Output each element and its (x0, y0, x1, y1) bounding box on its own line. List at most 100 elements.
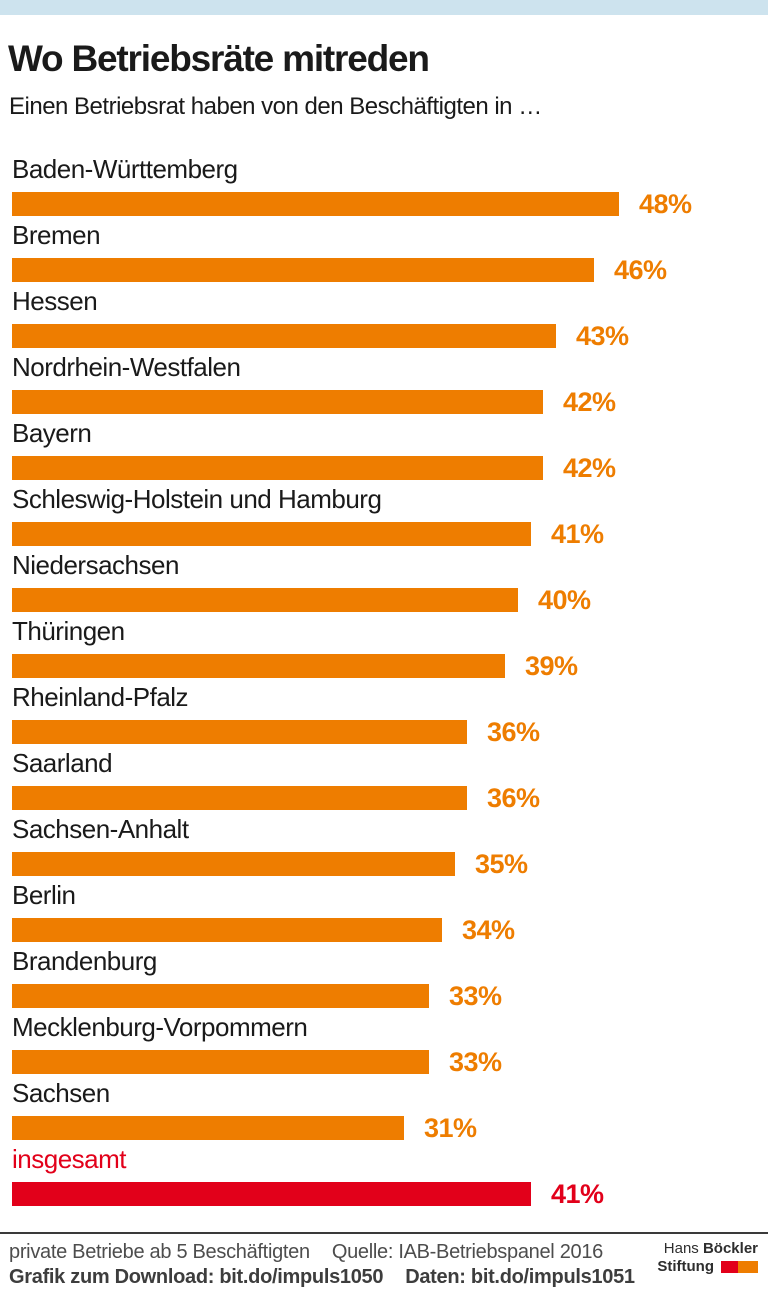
category-label: Sachsen (12, 1078, 110, 1108)
category-label: Niedersachsen (12, 550, 179, 580)
category-label: insgesamt (12, 1144, 127, 1174)
bar (12, 390, 543, 414)
logo-orange-block (738, 1261, 758, 1273)
value-label: 42% (563, 386, 616, 417)
value-label: 40% (538, 584, 591, 615)
bar-line: 41% (12, 1179, 756, 1209)
bar-line: 46% (12, 255, 756, 285)
category-label: Brandenburg (12, 946, 157, 976)
bar-rows: Baden-Württemberg 48% Bremen 46% Hessen 43% No… (12, 154, 756, 1210)
bar (12, 1182, 531, 1206)
bar-line: 31% (12, 1113, 756, 1143)
value-label: 42% (563, 452, 616, 483)
value-label: 36% (487, 782, 540, 813)
category-label: Bayern (12, 418, 92, 448)
value-label: 43% (576, 320, 629, 351)
category-label: Mecklenburg-Vorpommern (12, 1012, 308, 1042)
footer-note-line: private Betriebe ab 5 Beschäftigten Quell… (9, 1241, 603, 1264)
category-label: Saarland (12, 748, 113, 778)
category-label: Berlin (12, 880, 76, 910)
bar-line: 33% (12, 1047, 756, 1077)
bar (12, 588, 518, 612)
bar-line: 33% (12, 981, 756, 1011)
bar-line: 41% (12, 519, 756, 549)
value-label: 33% (449, 980, 502, 1011)
bar (12, 1116, 404, 1140)
bar (12, 258, 594, 282)
hans-boeckler-stiftung-logo: Hans Böckler Stiftung (657, 1240, 758, 1276)
category-label: Thüringen (12, 616, 125, 646)
category-label: Nordrhein-Westfalen (12, 352, 241, 382)
category-label: Hessen (12, 286, 98, 316)
logo-name-bold: Böckler (702, 1240, 758, 1257)
bar-line: 43% (12, 321, 756, 351)
logo-stiftung-label: Stiftung (657, 1258, 714, 1275)
bar-line: 36% (12, 783, 756, 813)
bar-row: Bremen 46% (12, 220, 756, 286)
bar-line: 42% (12, 387, 756, 417)
bar (12, 324, 556, 348)
value-label: 41% (551, 518, 604, 549)
footer-note: private Betriebe ab 5 Beschäftigten (9, 1241, 310, 1263)
logo-name-regular: Hans (663, 1240, 699, 1257)
bar-row: Thüringen 39% (12, 616, 756, 682)
value-label: 48% (639, 188, 692, 219)
page-subtitle: Einen Betriebsrat haben von den Beschäft… (9, 93, 542, 120)
bar (12, 720, 467, 744)
logo-line1: Hans Böckler (657, 1240, 758, 1258)
bar-chart: Baden-Württemberg 48% Bremen 46% Hessen 43% No… (12, 154, 756, 1210)
bar-line: 42% (12, 453, 756, 483)
footer-data-link: Daten: bit.do/impuls1051 (405, 1266, 635, 1288)
category-label: Sachsen-Anhalt (12, 814, 189, 844)
footer-download: Grafik zum Download: bit.do/impuls1050 (9, 1266, 384, 1288)
logo-red-block (721, 1261, 738, 1273)
bar (12, 852, 455, 876)
category-label: Baden-Württemberg (12, 154, 238, 184)
category-label: Rheinland-Pfalz (12, 682, 189, 712)
footer-links-line: Grafik zum Download: bit.do/impuls1050 Da… (9, 1266, 635, 1289)
logo-line2: Stiftung (657, 1258, 758, 1276)
bar-line: 39% (12, 651, 756, 681)
bar-row: Brandenburg 33% (12, 946, 756, 1012)
bar (12, 1050, 429, 1074)
bar (12, 522, 531, 546)
bar (12, 654, 505, 678)
bar-line: 40% (12, 585, 756, 615)
bar (12, 786, 467, 810)
bar-row: Schleswig-Holstein und Hamburg 41% (12, 484, 756, 550)
bar-row: Sachsen 31% (12, 1078, 756, 1144)
bar-row: Baden-Württemberg 48% (12, 154, 756, 220)
category-label: Bremen (12, 220, 101, 250)
bar (12, 192, 619, 216)
bar-row: Bayern 42% (12, 418, 756, 484)
bar-row: Berlin 34% (12, 880, 756, 946)
bar-row: Nordrhein-Westfalen 42% (12, 352, 756, 418)
bar-row: Rheinland-Pfalz 36% (12, 682, 756, 748)
value-label: 33% (449, 1046, 502, 1077)
bar-row: Mecklenburg-Vorpommern 33% (12, 1012, 756, 1078)
bar-line: 34% (12, 915, 756, 945)
value-label: 31% (424, 1112, 477, 1143)
value-label: 34% (462, 914, 515, 945)
bar-row: Hessen 43% (12, 286, 756, 352)
page-title: Wo Betriebsräte mitreden (8, 38, 430, 79)
bar-line: 48% (12, 189, 756, 219)
bar-line: 35% (12, 849, 756, 879)
value-label: 41% (551, 1178, 604, 1209)
bar-row: Sachsen-Anhalt 35% (12, 814, 756, 880)
bar-row: Saarland 36% (12, 748, 756, 814)
bar (12, 984, 429, 1008)
bar-line: 36% (12, 717, 756, 747)
bar-row: Niedersachsen 40% (12, 550, 756, 616)
footer-source: Quelle: IAB-Betriebspanel 2016 (331, 1241, 603, 1263)
footer-divider (0, 1232, 768, 1234)
top-accent-bar (0, 0, 768, 15)
value-label: 35% (475, 848, 528, 879)
bar (12, 918, 442, 942)
value-label: 39% (525, 650, 578, 681)
value-label: 36% (487, 716, 540, 747)
category-label: Schleswig-Holstein und Hamburg (12, 484, 382, 514)
value-label: 46% (614, 254, 667, 285)
bar-row: insgesamt 41% (12, 1144, 756, 1210)
